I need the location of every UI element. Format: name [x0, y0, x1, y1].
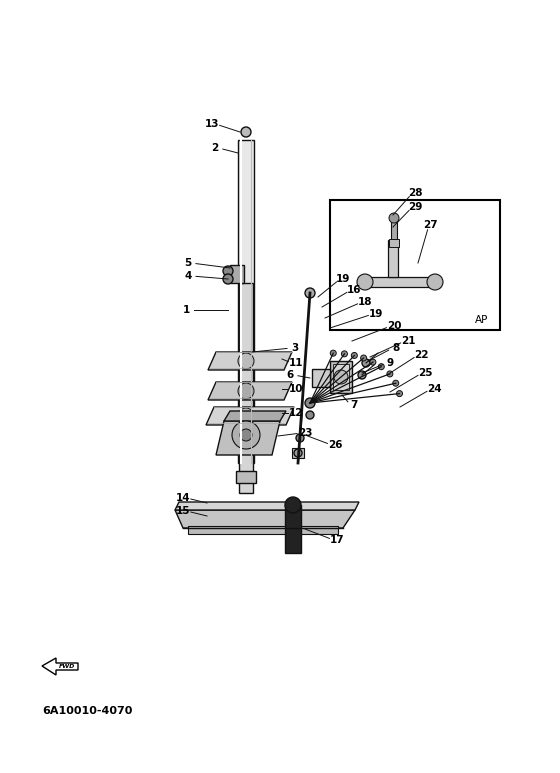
Text: 13: 13: [205, 119, 220, 129]
Polygon shape: [360, 277, 440, 287]
Text: AP: AP: [475, 315, 489, 325]
Circle shape: [342, 351, 347, 357]
Circle shape: [351, 352, 357, 359]
Circle shape: [241, 127, 251, 137]
Circle shape: [396, 390, 403, 397]
Circle shape: [223, 266, 233, 276]
Text: 29: 29: [408, 202, 422, 212]
Polygon shape: [208, 352, 292, 370]
Circle shape: [238, 408, 254, 424]
Text: 18: 18: [358, 297, 372, 307]
Circle shape: [296, 434, 304, 442]
Circle shape: [305, 398, 315, 408]
Text: 7: 7: [351, 400, 358, 410]
Circle shape: [370, 359, 376, 365]
Bar: [389, 239, 399, 247]
Text: 11: 11: [289, 358, 304, 368]
Text: 8: 8: [393, 343, 400, 353]
Text: 26: 26: [328, 440, 342, 450]
Text: 25: 25: [418, 368, 432, 378]
Circle shape: [294, 449, 302, 457]
Circle shape: [357, 274, 373, 290]
Text: 4: 4: [184, 271, 192, 281]
Text: 1: 1: [183, 305, 190, 315]
Bar: [330, 200, 500, 330]
Bar: [236, 471, 256, 483]
Text: 28: 28: [408, 188, 422, 198]
Circle shape: [362, 359, 370, 367]
Text: 2: 2: [211, 143, 218, 153]
Bar: [285, 505, 301, 553]
Text: 20: 20: [387, 321, 402, 331]
Bar: [333, 364, 349, 390]
Circle shape: [358, 371, 366, 379]
Bar: [239, 283, 253, 493]
Text: 19: 19: [369, 309, 383, 319]
Polygon shape: [175, 502, 359, 510]
Text: 5: 5: [184, 258, 192, 268]
Text: 27: 27: [423, 220, 437, 230]
Text: 6: 6: [286, 370, 293, 380]
Text: 15: 15: [176, 506, 190, 516]
Circle shape: [330, 350, 336, 356]
Circle shape: [361, 355, 367, 361]
Text: 10: 10: [289, 384, 304, 394]
Bar: [238, 140, 254, 463]
Text: 6A10010-4070: 6A10010-4070: [42, 706, 132, 716]
Circle shape: [238, 353, 254, 369]
Text: FWD: FWD: [59, 663, 76, 669]
Circle shape: [305, 288, 315, 298]
Circle shape: [285, 497, 301, 513]
Polygon shape: [206, 407, 294, 425]
Text: 22: 22: [414, 350, 428, 360]
Polygon shape: [224, 411, 286, 421]
Polygon shape: [388, 240, 398, 277]
Circle shape: [387, 371, 393, 377]
Bar: [188, 526, 338, 534]
Circle shape: [240, 429, 252, 441]
Text: 3: 3: [291, 343, 298, 353]
Text: 23: 23: [298, 428, 312, 438]
Text: 9: 9: [386, 358, 394, 368]
Bar: [330, 361, 352, 393]
Polygon shape: [42, 658, 78, 675]
Text: 14: 14: [176, 493, 190, 503]
Circle shape: [393, 380, 399, 386]
Polygon shape: [175, 510, 355, 528]
Text: 16: 16: [347, 285, 361, 295]
Text: 21: 21: [401, 336, 416, 346]
Text: 19: 19: [336, 274, 350, 284]
Circle shape: [223, 274, 233, 284]
Circle shape: [238, 383, 254, 399]
Bar: [230, 265, 244, 283]
Polygon shape: [216, 421, 280, 455]
Bar: [391, 218, 397, 240]
Polygon shape: [208, 382, 292, 400]
Circle shape: [306, 411, 314, 419]
Bar: [312, 369, 330, 387]
Text: 24: 24: [427, 384, 441, 394]
Bar: [292, 448, 304, 458]
Circle shape: [389, 213, 399, 223]
Text: 12: 12: [289, 408, 304, 418]
Circle shape: [334, 370, 348, 384]
Circle shape: [427, 274, 443, 290]
Circle shape: [379, 363, 384, 369]
Circle shape: [232, 421, 260, 449]
Text: 17: 17: [330, 535, 344, 545]
